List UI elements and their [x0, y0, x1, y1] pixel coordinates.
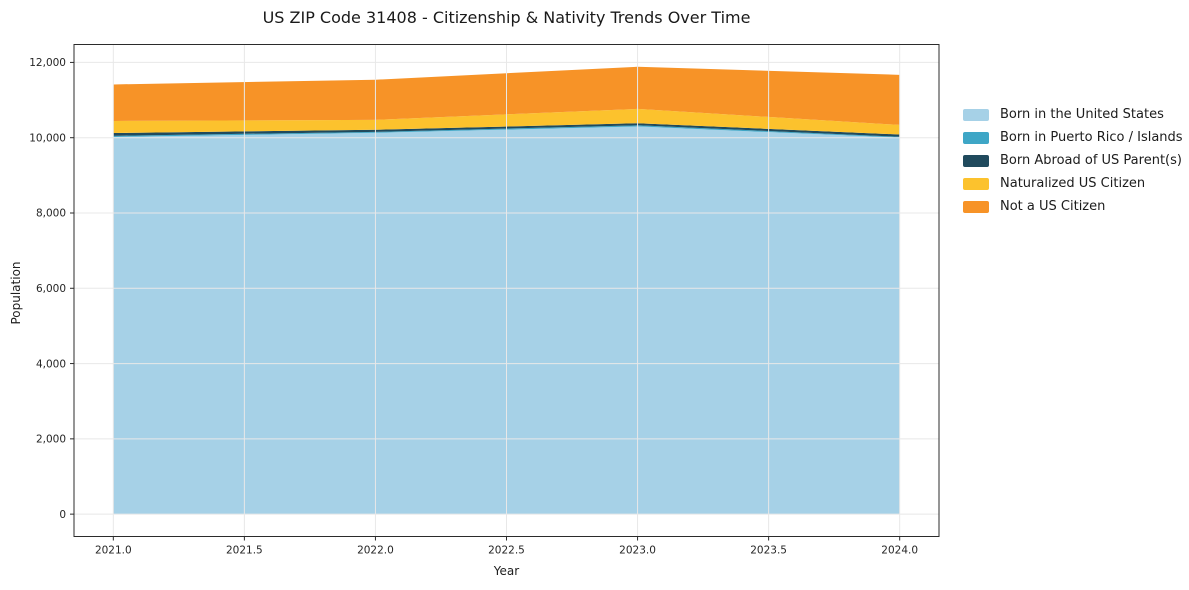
y-tick-label: 10,000 [29, 132, 66, 144]
legend-item-naturalized-us-citizen: Naturalized US Citizen [963, 174, 1183, 193]
legend-item-born-in-puerto-rico-islands: Born in Puerto Rico / Islands [963, 128, 1183, 147]
legend-item-born-in-the-united-states: Born in the United States [963, 105, 1183, 124]
y-axis-label: Population [9, 261, 23, 325]
x-tick-label: 2021.0 [95, 545, 132, 557]
legend-label: Born Abroad of US Parent(s) [1000, 153, 1182, 168]
legend-item-not-a-us-citizen: Not a US Citizen [963, 197, 1183, 216]
legend: Born in the United States Born in Puerto … [963, 105, 1183, 216]
legend-label: Not a US Citizen [1000, 199, 1106, 214]
legend-label: Born in Puerto Rico / Islands [1000, 130, 1183, 145]
legend-swatch-icon [963, 154, 989, 167]
chart-title: US ZIP Code 31408 - Citizenship & Nativi… [262, 8, 751, 27]
area-born-in-puerto-rico-islands [113, 125, 900, 138]
legend-label: Naturalized US Citizen [1000, 176, 1146, 191]
y-tick-label: 8,000 [36, 208, 66, 220]
x-tick-label: 2021.5 [226, 545, 263, 557]
legend-label: Born in the United States [1000, 107, 1164, 122]
legend-item-born-abroad-of-us-parent-s: Born Abroad of US Parent(s) [963, 151, 1183, 170]
x-tick-label: 2024.0 [881, 545, 918, 557]
y-tick-label: 2,000 [36, 434, 66, 446]
area-born-abroad-of-us-parent-s [113, 123, 900, 137]
x-axis-label: Year [493, 564, 520, 578]
x-tick-label: 2022.0 [357, 545, 394, 557]
legend-swatch-icon [963, 131, 989, 144]
x-tick-label: 2023.5 [750, 545, 787, 557]
x-tick-label: 2023.0 [619, 545, 656, 557]
legend-swatch-icon [963, 177, 989, 190]
y-tick-label: 6,000 [36, 283, 66, 295]
y-tick-label: 0 [59, 509, 66, 521]
legend-swatch-icon [963, 200, 989, 213]
x-tick-label: 2022.5 [488, 545, 525, 557]
y-tick-label: 12,000 [29, 57, 66, 69]
legend-swatch-icon [963, 108, 989, 121]
y-tick-label: 4,000 [36, 358, 66, 370]
